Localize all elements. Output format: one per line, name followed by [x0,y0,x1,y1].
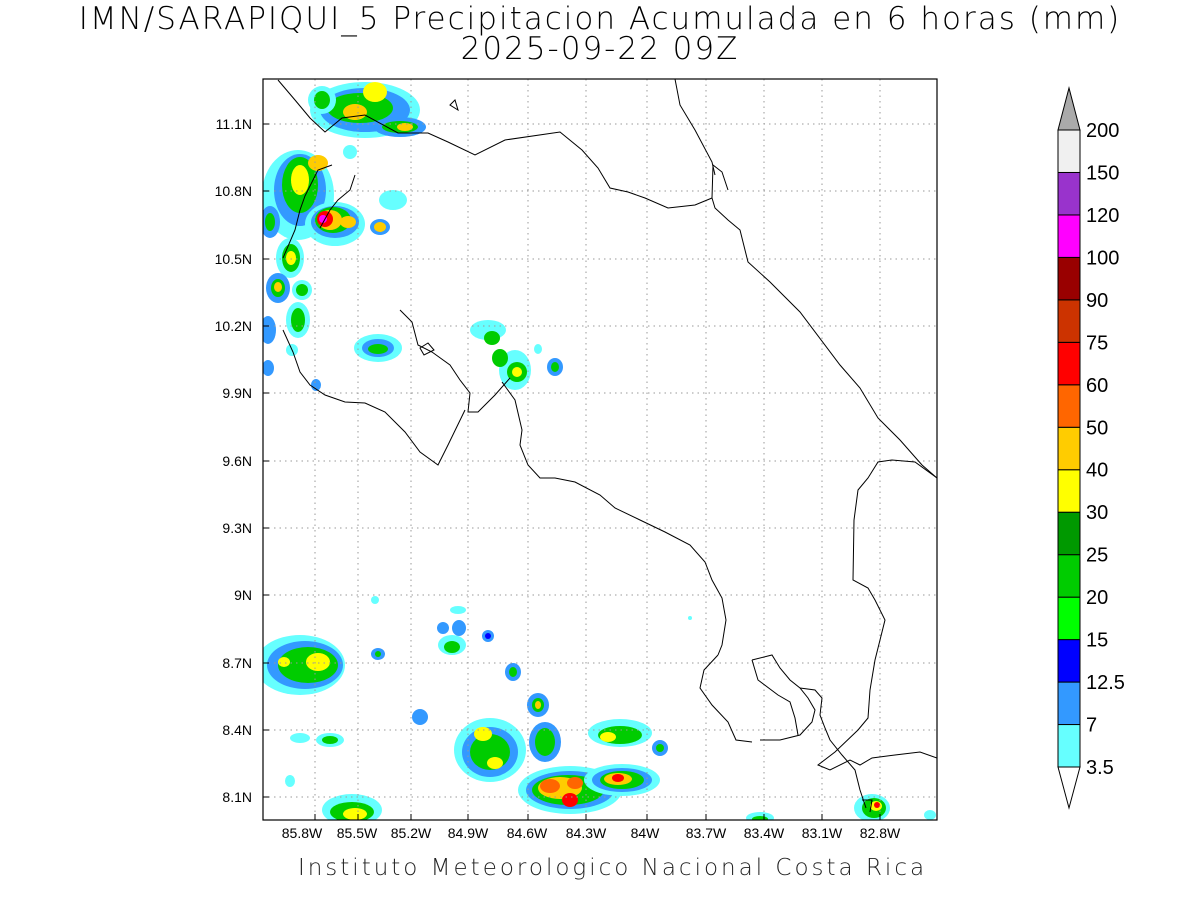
colorbar-swatch [1057,256,1081,301]
colorbar-swatch [1057,554,1081,598]
lon-tick-label: 83.1W [802,825,843,841]
colorbar-label: 60 [1086,375,1108,397]
colorbar-label: 25 [1086,545,1108,567]
lat-tick-label: 10.8N [215,183,252,199]
colorbar-label: 12.5 [1086,672,1125,694]
colorbar-label: 120 [1086,205,1119,227]
colorbar-swatch [1057,214,1081,258]
footer-credit: Instituto Meteorologico Nacional Costa R… [297,855,928,881]
colorbar-swatch [1057,171,1081,216]
colorbar-swatch [1057,681,1081,726]
colorbar-label: 7 [1086,715,1097,737]
lat-tick-label: 9.9N [222,385,252,401]
precip-cell-nw-top [308,82,426,138]
lon-tick-label: 83.4W [744,825,785,841]
colorbar-label: 100 [1086,247,1119,269]
precip-cell-south [437,606,774,820]
colorbar-bottom-triangle [1057,766,1081,810]
lat-tick-label: 8.1N [222,789,252,805]
map-frame [262,78,938,821]
lon-tick-label: 84.3W [566,825,607,841]
lat-tick-label: 9.6N [222,453,252,469]
lat-tick-label: 11.1N [216,116,252,132]
lon-tick-label: 83.7W [686,825,727,841]
lon-tick-labels: 85.8W 85.5W 85.2W 84.9W 84.6W 84.3W 84W … [282,825,901,841]
colorbar-swatch [1057,724,1081,768]
chart-title: IMN/SARAPIQUI_5 Precipitacion Acumulada … [78,1,1122,37]
lon-tick-label: 85.2W [391,825,432,841]
precip-cell-sw [263,596,428,820]
colorbar-label: 30 [1086,502,1108,524]
coastline [263,79,937,813]
colorbar-label: 15 [1086,630,1108,652]
colorbar-label: 50 [1086,417,1108,439]
colorbar-top-triangle [1057,86,1081,131]
colorbar-label: 40 [1086,460,1108,482]
colorbar-swatch [1057,469,1081,513]
colorbar-swatch [1057,596,1081,641]
lat-tick-label: 9.3N [222,520,252,536]
colorbar-label: 150 [1086,162,1119,184]
lon-tick-label: 85.5W [337,825,378,841]
chart-subtitle: 2025-09-22 09Z [460,31,740,67]
colorbar-swatch [1057,299,1081,343]
lat-tick-label: 10.2N [215,318,252,334]
precip-cell-central [311,320,563,391]
lat-tick-label: 9N [234,587,252,603]
colorbar: 3.5 7 12.5 15 20 25 30 40 50 60 75 90 100 120 150 200 [1057,86,1125,810]
colorbar-label: 75 [1086,332,1108,354]
colorbar-swatch [1057,511,1081,556]
lon-tick-label: 82.8W [860,825,901,841]
colorbar-label: 90 [1086,290,1108,312]
lon-tick-label: 85.8W [282,825,323,841]
colorbar-swatch [1057,341,1081,386]
lat-tick-label: 8.7N [222,655,252,671]
colorbar-swatch [1057,426,1081,471]
colorbar-label: 20 [1086,587,1108,609]
lon-tick-label: 84.9W [448,825,489,841]
colorbar-label: 200 [1086,120,1119,142]
lon-tick-label: 84.6W [507,825,548,841]
axis-ticks [263,123,881,820]
colorbar-swatch [1057,129,1081,173]
map-grid [263,79,937,820]
colorbar-label: 3.5 [1086,757,1114,779]
lat-tick-label: 10.5N [215,251,252,267]
lon-tick-label: 84W [631,825,661,841]
lat-tick-labels: 11.1N 10.8N 10.5N 10.2N 9.9N 9.6N 9.3N 9… [215,116,252,805]
lat-tick-label: 8.4N [222,722,252,738]
precip-cell-se [854,794,936,820]
colorbar-swatch [1057,384,1081,428]
precip-layer [263,82,936,820]
colorbar-swatch [1057,639,1081,683]
